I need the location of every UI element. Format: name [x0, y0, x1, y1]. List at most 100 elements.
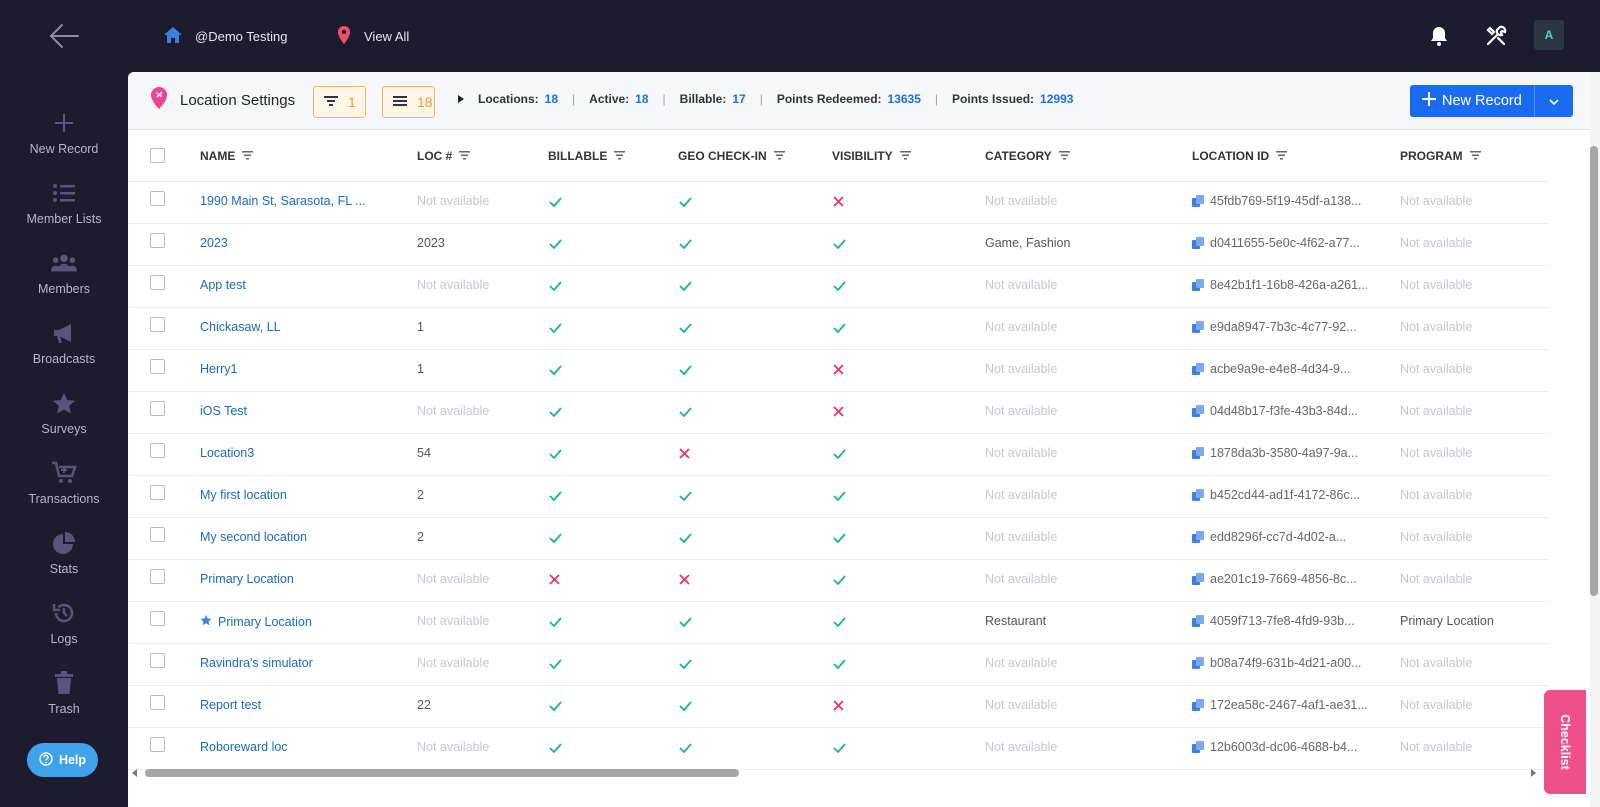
location-name-link[interactable]: App test: [200, 278, 246, 292]
copy-icon[interactable]: [1192, 405, 1204, 417]
copy-icon[interactable]: [1192, 699, 1204, 711]
header-col-name[interactable]: NAME: [200, 149, 254, 163]
copy-icon[interactable]: [1192, 279, 1204, 291]
row-checkbox[interactable]: [150, 359, 165, 374]
location-name-link[interactable]: Location3: [200, 446, 254, 460]
sidebar-item-member-lists[interactable]: Member Lists: [0, 180, 128, 240]
row-checkbox[interactable]: [150, 191, 165, 206]
location-name-link[interactable]: 1990 Main St, Sarasota, FL ...: [200, 194, 366, 208]
sidebar-item-members[interactable]: Members: [0, 250, 128, 310]
location-name-link[interactable]: Primary Location: [200, 614, 312, 629]
table-row[interactable]: Chickasaw, LL 1 Not available e9da8947-7b3c…: [128, 308, 1548, 350]
header-col-geo-check-in[interactable]: GEO CHECK-IN: [678, 149, 785, 163]
table-row[interactable]: 2023 2023 Game, Fashion d0411655-5e0c-4f62-…: [128, 224, 1548, 266]
back-arrow-icon[interactable]: [48, 22, 80, 50]
table-row[interactable]: Ravindra's simulator Not available Not ava…: [128, 644, 1548, 686]
scroll-left-icon[interactable]: [132, 769, 138, 777]
row-checkbox[interactable]: [150, 443, 165, 458]
table-row[interactable]: iOS Test Not available Not available 04d48b…: [128, 392, 1548, 434]
table-row[interactable]: Location3 54 Not available 1878da3b-3580-4a…: [128, 434, 1548, 476]
copy-icon[interactable]: [1192, 657, 1204, 669]
horizontal-scrollbar[interactable]: [128, 766, 1548, 780]
new-record-dropdown[interactable]: [1534, 85, 1573, 117]
row-checkbox[interactable]: [150, 401, 165, 416]
row-checkbox[interactable]: [150, 233, 165, 248]
sidebar-item-broadcasts[interactable]: Broadcasts: [0, 320, 128, 380]
vertical-scroll-thumb[interactable]: [1590, 146, 1598, 596]
sidebar-item-new-record[interactable]: New Record: [0, 110, 128, 170]
column-filter-icon[interactable]: [773, 149, 785, 163]
table-row[interactable]: Primary Location Not available Not availab…: [128, 560, 1548, 602]
select-all-checkbox[interactable]: [150, 148, 165, 163]
location-name-link[interactable]: Primary Location: [200, 572, 294, 586]
sidebar-item-logs[interactable]: Logs: [0, 600, 128, 660]
header-col-loc-number[interactable]: LOC #: [417, 149, 471, 163]
header-col-billable[interactable]: BILLABLE: [548, 149, 626, 163]
table-row[interactable]: My second location 2 Not available edd8296f…: [128, 518, 1548, 560]
copy-icon[interactable]: [1192, 531, 1204, 543]
avatar[interactable]: A: [1534, 20, 1564, 50]
help-button[interactable]: Help: [27, 743, 98, 777]
location-name-link[interactable]: Ravindra's simulator: [200, 656, 313, 670]
row-checkbox[interactable]: [150, 485, 165, 500]
location-name-link[interactable]: My first location: [200, 488, 287, 502]
column-filter-icon[interactable]: [899, 149, 911, 163]
copy-icon[interactable]: [1192, 195, 1204, 207]
table-row[interactable]: Report test 22 Not available 172ea58c-2467-…: [128, 686, 1548, 728]
tools-icon[interactable]: [1484, 24, 1508, 48]
table-row[interactable]: Roboreward loc Not available Not available…: [128, 728, 1548, 770]
column-filter-icon[interactable]: [614, 149, 626, 163]
horizontal-scroll-thumb[interactable]: [145, 769, 739, 777]
copy-icon[interactable]: [1192, 447, 1204, 459]
row-checkbox[interactable]: [150, 653, 165, 668]
location-filter[interactable]: View All: [336, 25, 409, 47]
new-record-button[interactable]: New Record: [1410, 85, 1573, 117]
row-checkbox[interactable]: [150, 737, 165, 752]
location-name-link[interactable]: Report test: [200, 698, 261, 712]
location-name-link[interactable]: 2023: [200, 236, 228, 250]
location-name-link[interactable]: Herry1: [200, 362, 238, 376]
location-name-link[interactable]: Roboreward loc: [200, 740, 288, 754]
table-row[interactable]: 1990 Main St, Sarasota, FL ... Not availa…: [128, 182, 1548, 224]
list-count-button[interactable]: 18: [382, 86, 435, 118]
table-row[interactable]: Herry1 1 Not available acbe9a9e-e4e8-4d34-9…: [128, 350, 1548, 392]
table-row[interactable]: My first location 2 Not available b452cd44-…: [128, 476, 1548, 518]
table-row[interactable]: App test Not available Not available 8e42b1…: [128, 266, 1548, 308]
column-filter-icon[interactable]: [1469, 149, 1481, 163]
copy-icon[interactable]: [1192, 489, 1204, 501]
row-checkbox[interactable]: [150, 275, 165, 290]
copy-icon[interactable]: [1192, 573, 1204, 585]
sidebar-item-surveys[interactable]: Surveys: [0, 390, 128, 450]
sidebar-item-stats[interactable]: Stats: [0, 530, 128, 590]
row-checkbox[interactable]: [150, 527, 165, 542]
copy-icon[interactable]: [1192, 321, 1204, 333]
scroll-right-icon[interactable]: [1530, 769, 1536, 777]
new-record-main[interactable]: New Record: [1410, 85, 1534, 117]
header-col-category[interactable]: CATEGORY: [985, 149, 1070, 163]
header-col-program[interactable]: PROGRAM: [1400, 149, 1481, 163]
sidebar-item-transactions[interactable]: Transactions: [0, 460, 128, 520]
column-filter-icon[interactable]: [1276, 149, 1288, 163]
copy-icon[interactable]: [1192, 741, 1204, 753]
header-col-location-id[interactable]: LOCATION ID: [1192, 149, 1288, 163]
location-name-link[interactable]: My second location: [200, 530, 307, 544]
checklist-tab[interactable]: Checklist: [1544, 690, 1586, 794]
filter-count-button[interactable]: 1: [313, 86, 366, 118]
location-name-link[interactable]: Chickasaw, LL: [200, 320, 281, 334]
copy-icon[interactable]: [1192, 615, 1204, 627]
org-breadcrumb[interactable]: @Demo Testing: [163, 25, 287, 47]
location-name-link[interactable]: iOS Test: [200, 404, 247, 418]
table-row[interactable]: Primary Location Not available Restaurant 4…: [128, 602, 1548, 644]
row-checkbox[interactable]: [150, 317, 165, 332]
copy-icon[interactable]: [1192, 237, 1204, 249]
row-checkbox[interactable]: [150, 569, 165, 584]
bell-icon[interactable]: [1427, 24, 1451, 48]
caret-right-icon[interactable]: [458, 95, 464, 103]
sidebar-item-trash[interactable]: Trash: [0, 670, 128, 730]
column-filter-icon[interactable]: [459, 149, 471, 163]
header-col-visibility[interactable]: VISIBILITY: [832, 149, 911, 163]
row-checkbox[interactable]: [150, 695, 165, 710]
column-filter-icon[interactable]: [242, 149, 254, 163]
copy-icon[interactable]: [1192, 363, 1204, 375]
row-checkbox[interactable]: [150, 611, 165, 626]
